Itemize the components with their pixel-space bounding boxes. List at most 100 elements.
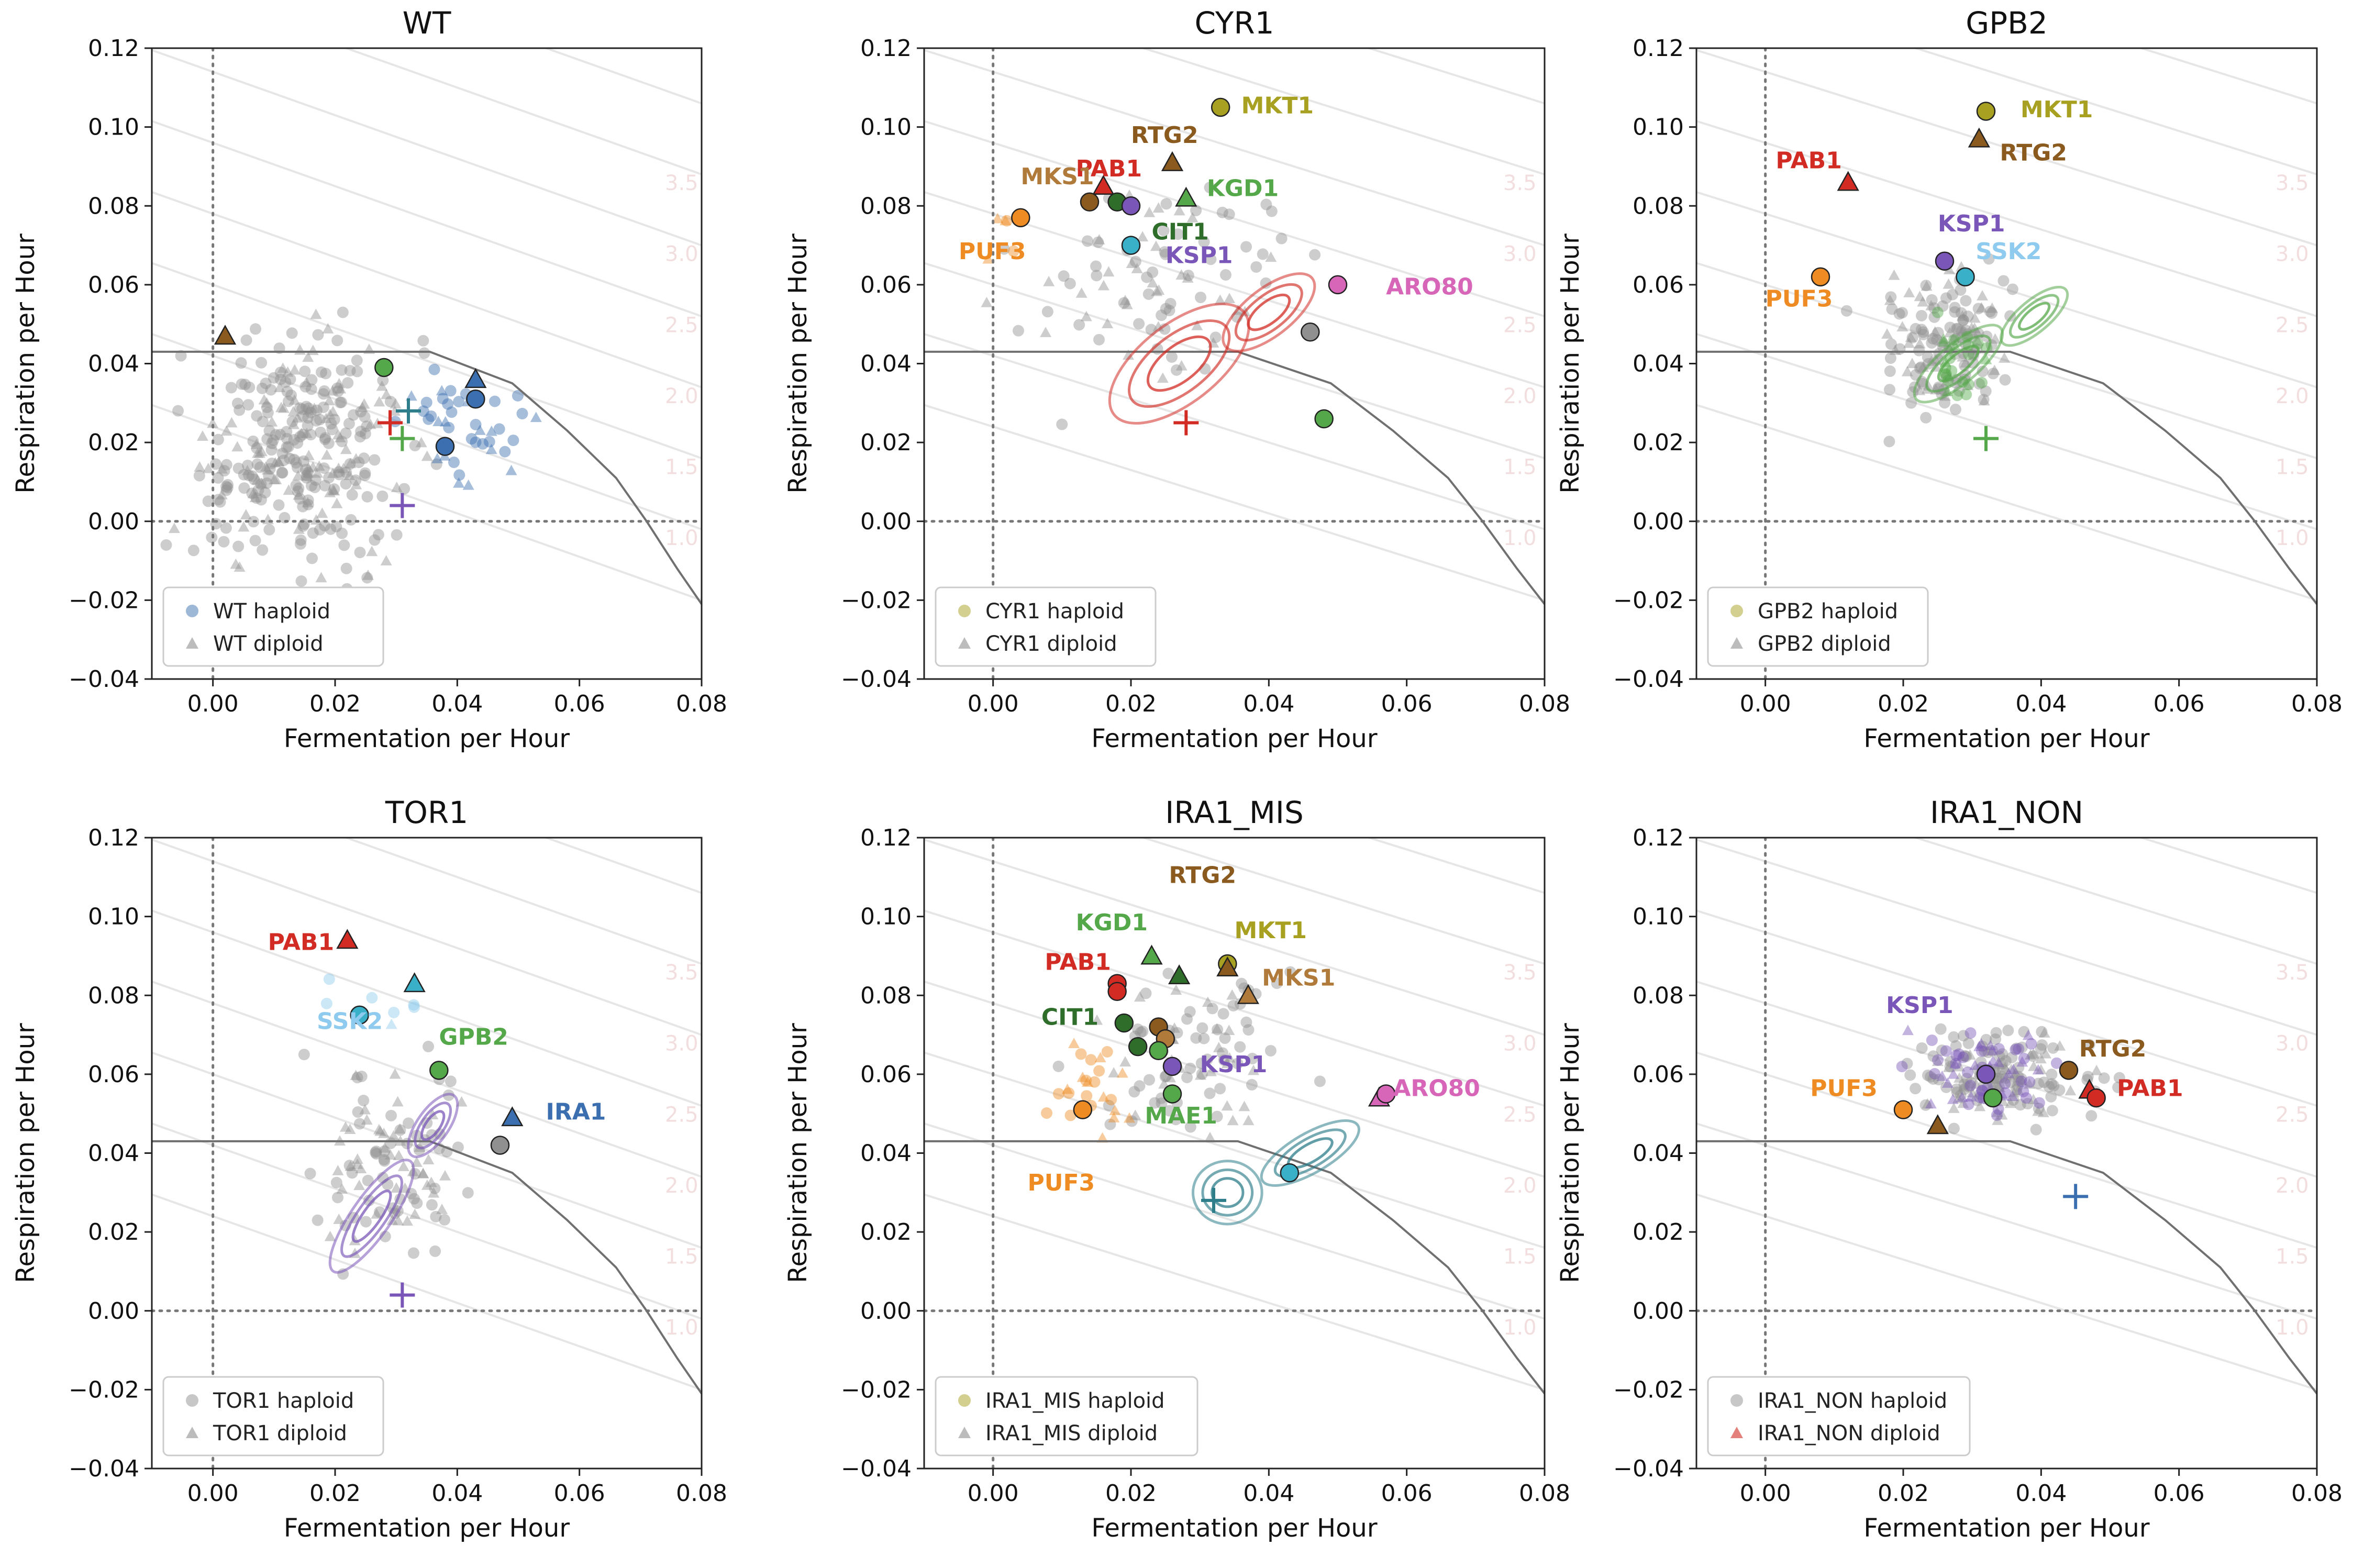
y-tick-label: −0.02: [841, 587, 912, 614]
background-point: [275, 402, 287, 413]
background-point: [1951, 1086, 1963, 1098]
background-point: [2039, 1048, 2051, 1059]
background-point: [351, 354, 363, 366]
background-point: [315, 572, 327, 583]
background-point: [1202, 996, 1214, 1007]
x-tick-label: 0.08: [2291, 691, 2343, 717]
background-point: [1955, 307, 1967, 319]
highlight-point: [425, 410, 437, 422]
background-point: [265, 384, 277, 396]
background-point: [2035, 1064, 2047, 1074]
background-point: [1940, 1081, 1952, 1093]
background-point: [1979, 1046, 1991, 1058]
background-point: [1977, 365, 1989, 377]
background-point: [391, 529, 403, 541]
y-tick-label: 0.12: [88, 35, 139, 62]
background-point: [299, 463, 312, 475]
background-point: [323, 437, 335, 449]
background-point: [1170, 984, 1182, 995]
background-point: [315, 426, 327, 438]
background-point: [1221, 1058, 1233, 1069]
y-tick-label: 0.02: [88, 1219, 139, 1245]
background-point: [276, 448, 288, 460]
background-point: [284, 452, 296, 464]
background-point: [1950, 1040, 1962, 1052]
iso-label: 3.5: [1503, 961, 1537, 985]
marker-circle: [1080, 192, 1100, 212]
background-point: [2027, 1048, 2039, 1059]
background-point: [270, 474, 282, 484]
iso-label: 1.0: [1503, 1316, 1537, 1340]
iso-line: [924, 1193, 1545, 1391]
marker-circle: [1280, 1163, 1300, 1183]
x-tick-label: 0.00: [187, 691, 239, 717]
marker-circle: [1976, 102, 1996, 121]
background-point: [302, 494, 314, 506]
iso-line: [152, 1051, 702, 1249]
background-point: [305, 383, 317, 395]
background-point: [1147, 277, 1159, 288]
background-point: [2028, 1060, 2040, 1071]
background-point: [2008, 1086, 2020, 1097]
gene-label: KGD1: [1076, 909, 1148, 936]
background-point: [428, 1187, 440, 1198]
panel-title: CYR1: [1194, 5, 1274, 41]
background-point: [294, 431, 306, 443]
legend-label: CYR1 diploid: [985, 632, 1117, 656]
background-point: [265, 444, 278, 456]
legend-label: IRA1_NON diploid: [1758, 1421, 1940, 1445]
background-point: [301, 427, 313, 438]
background-point: [351, 365, 363, 377]
background-point: [1213, 1042, 1225, 1052]
background-point: [333, 469, 345, 481]
background-point: [350, 474, 362, 486]
background-point: [1989, 333, 2001, 344]
background-point: [350, 1070, 362, 1081]
marker-triangle: [1968, 127, 1990, 148]
background-point: [1943, 278, 1955, 289]
background-point: [268, 474, 280, 484]
y-tick-label: 0.00: [88, 508, 139, 535]
background-point: [331, 497, 343, 508]
background-point: [221, 482, 234, 494]
highlight-point: [320, 997, 332, 1009]
density-contour: [1937, 344, 1980, 383]
background-point: [361, 572, 373, 584]
highlight-point: [1960, 388, 1972, 401]
marker-circle: [1073, 1100, 1093, 1119]
background-point: [2027, 1050, 2039, 1062]
background-point: [390, 398, 402, 409]
background-point: [1975, 302, 1988, 313]
background-point: [257, 416, 269, 428]
density-contour: [1222, 272, 1316, 353]
background-point: [1201, 1053, 1213, 1065]
front-line: [152, 1140, 702, 1395]
x-tick-label: 0.06: [2154, 1480, 2205, 1507]
background-point: [2035, 1053, 2047, 1064]
background-point: [231, 397, 243, 409]
background-point: [314, 414, 326, 426]
background-point: [1103, 1099, 1115, 1111]
background-point: [317, 401, 329, 413]
iso-line: [152, 262, 702, 460]
background-point: [2035, 1043, 2047, 1055]
background-point: [220, 481, 232, 493]
highlight-point: [1109, 1105, 1121, 1116]
highlight-point: [1975, 1038, 1988, 1049]
marker-circle: [1976, 1064, 1996, 1084]
highlight-point: [1007, 245, 1019, 257]
background-point: [1957, 351, 1969, 362]
highlight-point: [385, 1018, 397, 1029]
density-contour: [1192, 1160, 1263, 1226]
background-point: [2002, 1025, 2014, 1037]
background-point: [1977, 1040, 1989, 1052]
background-point: [312, 1214, 324, 1226]
background-point: [423, 1154, 435, 1164]
background-point: [1987, 368, 1999, 380]
y-tick-label: 0.04: [1633, 1140, 1684, 1167]
y-tick-label: 0.06: [860, 1061, 912, 1088]
background-point: [1152, 202, 1164, 213]
highlight-point: [505, 464, 517, 475]
highlight-point: [474, 424, 486, 435]
background-point: [411, 1197, 423, 1209]
